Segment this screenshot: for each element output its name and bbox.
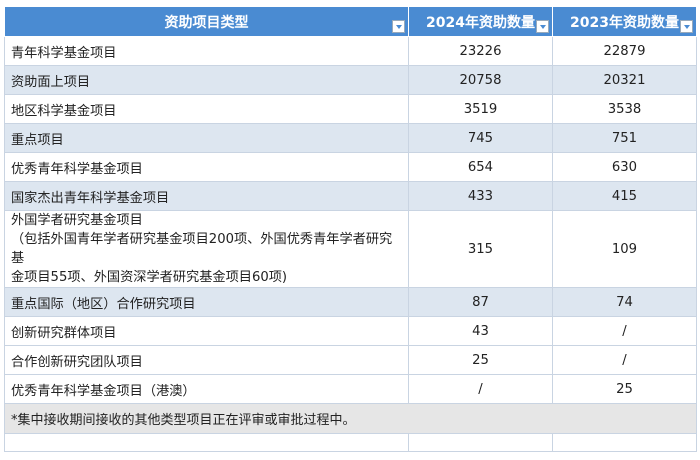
project-type-cell: 青年科学基金项目 bbox=[4, 36, 409, 66]
count-2024-cell: 3519 bbox=[408, 94, 553, 124]
table-row: 重点国际（地区）合作研究项目 87 74 bbox=[4, 287, 697, 317]
empty-row bbox=[4, 433, 697, 452]
header-2023-count[interactable]: 2023年资助数量 bbox=[552, 6, 697, 37]
header-project-type[interactable]: 资助项目类型 bbox=[4, 6, 409, 37]
count-2024-cell: 20758 bbox=[408, 65, 553, 95]
count-2023-cell: 22879 bbox=[552, 36, 697, 66]
project-type-note-line1: （包括外国青年学者研究基金项目200项、外国优秀青年学者研究基 bbox=[11, 232, 393, 266]
count-2023-cell: 415 bbox=[552, 181, 697, 211]
footnote: *集中接收期间接收的其他类型项目正在评审或审批过程中。 bbox=[4, 403, 553, 434]
count-2023-cell: 25 bbox=[552, 374, 697, 404]
count-2023-cell: 3538 bbox=[552, 94, 697, 124]
project-type-cell: 合作创新研究团队项目 bbox=[4, 345, 409, 375]
count-2023-cell: 20321 bbox=[552, 65, 697, 95]
empty-cell bbox=[552, 433, 697, 452]
header-2024-count[interactable]: 2024年资助数量 bbox=[408, 6, 553, 37]
count-2024-cell: 654 bbox=[408, 152, 553, 182]
table-row: 优秀青年科学基金项目 654 630 bbox=[4, 152, 697, 182]
project-type-title: 外国学者研究基金项目 bbox=[11, 213, 143, 228]
count-2024-cell: 87 bbox=[408, 287, 553, 317]
project-type-cell: 外国学者研究基金项目 （包括外国青年学者研究基金项目200项、外国优秀青年学者研… bbox=[4, 210, 409, 288]
count-2024-cell: 433 bbox=[408, 181, 553, 211]
table-row: 外国学者研究基金项目 （包括外国青年学者研究基金项目200项、外国优秀青年学者研… bbox=[4, 210, 697, 288]
funding-table: 资助项目类型 2024年资助数量 2023年资助数量 青年科学基金项目 2322… bbox=[4, 6, 697, 452]
project-type-cell: 资助面上项目 bbox=[4, 65, 409, 95]
funding-table-container: 资助项目类型 2024年资助数量 2023年资助数量 青年科学基金项目 2322… bbox=[4, 6, 697, 452]
count-2023-cell: 74 bbox=[552, 287, 697, 317]
count-2024-cell: 43 bbox=[408, 316, 553, 346]
table-row: 合作创新研究团队项目 25 / bbox=[4, 345, 697, 375]
table-row: 地区科学基金项目 3519 3538 bbox=[4, 94, 697, 124]
count-2023-cell: 630 bbox=[552, 152, 697, 182]
table-row: 资助面上项目 20758 20321 bbox=[4, 65, 697, 95]
table-row: 创新研究群体项目 43 / bbox=[4, 316, 697, 346]
count-2024-cell: 25 bbox=[408, 345, 553, 375]
project-type-note-line2: 金项目55项、外国资深学者研究基金项目60项) bbox=[11, 270, 288, 285]
count-2023-cell: 751 bbox=[552, 123, 697, 153]
table-row: 重点项目 745 751 bbox=[4, 123, 697, 153]
count-2024-cell: 23226 bbox=[408, 36, 553, 66]
project-type-cell: 地区科学基金项目 bbox=[4, 94, 409, 124]
count-2023-cell: / bbox=[552, 345, 697, 375]
header-2024-label: 2024年资助数量 bbox=[426, 14, 535, 31]
project-type-cell: 优秀青年科学基金项目 bbox=[4, 152, 409, 182]
count-2023-cell: / bbox=[552, 316, 697, 346]
header-row: 资助项目类型 2024年资助数量 2023年资助数量 bbox=[4, 6, 697, 37]
header-project-type-label: 资助项目类型 bbox=[164, 14, 249, 31]
count-2024-cell: 315 bbox=[408, 210, 553, 288]
count-2024-cell: / bbox=[408, 374, 553, 404]
project-type-cell: 重点国际（地区）合作研究项目 bbox=[4, 287, 409, 317]
count-2024-cell: 745 bbox=[408, 123, 553, 153]
table-row: 优秀青年科学基金项目（港澳） / 25 bbox=[4, 374, 697, 404]
header-2023-label: 2023年资助数量 bbox=[570, 14, 679, 31]
project-type-cell: 创新研究群体项目 bbox=[4, 316, 409, 346]
project-type-cell: 优秀青年科学基金项目（港澳） bbox=[4, 374, 409, 404]
empty-cell bbox=[408, 433, 553, 452]
table-row: 青年科学基金项目 23226 22879 bbox=[4, 36, 697, 66]
filter-dropdown-icon[interactable] bbox=[536, 20, 549, 33]
table-row: 国家杰出青年科学基金项目 433 415 bbox=[4, 181, 697, 211]
footnote-row: *集中接收期间接收的其他类型项目正在评审或审批过程中。 bbox=[4, 403, 697, 434]
project-type-cell: 国家杰出青年科学基金项目 bbox=[4, 181, 409, 211]
filter-dropdown-icon[interactable] bbox=[680, 20, 693, 33]
count-2023-cell: 109 bbox=[552, 210, 697, 288]
footnote-filler bbox=[552, 403, 697, 434]
project-type-cell: 重点项目 bbox=[4, 123, 409, 153]
empty-cell bbox=[4, 433, 409, 452]
filter-dropdown-icon[interactable] bbox=[392, 20, 405, 33]
